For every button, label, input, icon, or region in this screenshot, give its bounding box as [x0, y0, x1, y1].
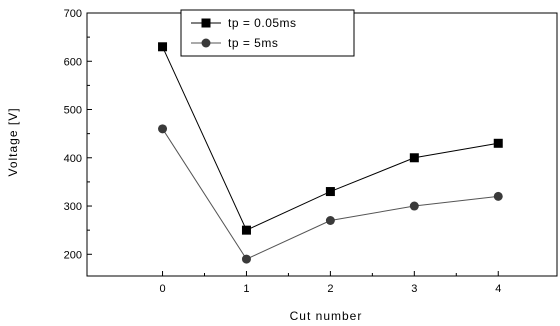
y-tick-label-2: 400: [64, 153, 82, 165]
x-tick-label-0: 0: [159, 283, 165, 295]
legend-marker-0: [201, 18, 211, 28]
y-tick-label-5: 700: [64, 8, 82, 20]
series-1-point-4: [493, 191, 503, 201]
legend-label-0: tp = 0.05ms: [228, 16, 297, 30]
series-0-point-2: [325, 187, 335, 197]
series-1-point-2: [325, 216, 335, 226]
x-axis-label: Cut number: [290, 309, 363, 323]
series-0-point-3: [409, 153, 419, 163]
legend-label-1: tp = 5ms: [228, 36, 278, 50]
x-axis: 0 1 2 3 4: [159, 271, 501, 295]
legend-box: [180, 9, 355, 57]
x-tick-label-1: 1: [243, 283, 249, 295]
y-tick-label-4: 600: [64, 56, 82, 68]
y-tick-label-3: 500: [64, 105, 82, 117]
series-1-point-3: [409, 201, 419, 211]
x-tick-label-4: 4: [495, 283, 501, 295]
legend: tp = 0.05ms tp = 5ms: [180, 9, 355, 57]
x-tick-label-3: 3: [411, 283, 417, 295]
series-group: [158, 42, 503, 264]
series-0-point-1: [241, 225, 251, 235]
series-1-point-1: [241, 254, 251, 264]
legend-marker-1: [201, 38, 211, 48]
y-tick-label-1: 300: [64, 201, 82, 213]
y-axis: 200 300 400 500 600 700: [64, 8, 92, 261]
x-tick-label-2: 2: [327, 283, 333, 295]
series-0-point-0: [158, 42, 168, 52]
series-1-point-0: [158, 124, 168, 134]
y-tick-label-0: 200: [64, 249, 82, 261]
series-0-point-4: [493, 138, 503, 148]
y-axis-label: Voltage [V]: [6, 107, 20, 176]
